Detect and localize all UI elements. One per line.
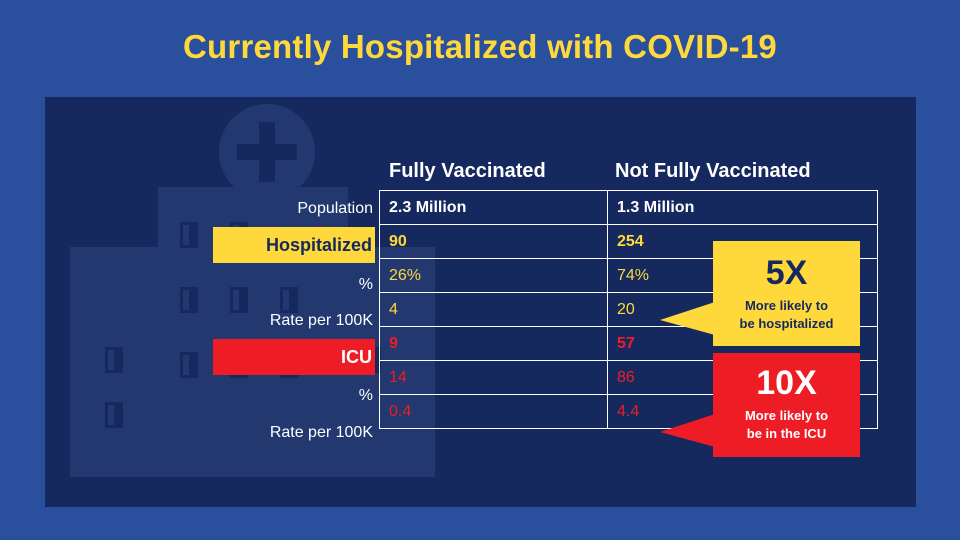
page-title: Currently Hospitalized with COVID-19: [183, 28, 777, 65]
row-label-population: Population: [297, 200, 373, 217]
callout-icu: 10X More likely to be in the ICU: [713, 353, 860, 457]
callout-hospitalized: 5X More likely to be hospitalized: [713, 241, 860, 346]
row-label-hospitalized-percent: %: [358, 276, 373, 293]
table-row: 2.3 Million 1.3 Million: [379, 190, 878, 225]
callout-hospitalized-text-line1: More likely to: [744, 298, 829, 313]
callout-icu-text-line1: More likely to: [744, 408, 829, 423]
cell-population-fully: 2.3 Million: [379, 190, 608, 225]
row-label-icu: ICU: [213, 339, 375, 375]
row-label-hospitalized-rate: Rate per 100K: [269, 312, 373, 329]
cell-icu-rate-fully: 0.4: [379, 394, 608, 429]
cell-hospitalized-fully: 90: [379, 224, 608, 259]
column-header-fully-vaccinated: Fully Vaccinated: [389, 160, 546, 182]
cell-population-not-fully: 1.3 Million: [607, 190, 878, 225]
row-label-icu-percent: %: [358, 387, 373, 404]
callout-icu-multiplier: 10X: [756, 364, 817, 402]
callout-pointer-icu: [660, 414, 715, 447]
callout-hospitalized-multiplier: 5X: [765, 254, 808, 292]
cell-icu-fully: 9: [379, 326, 608, 361]
cell-hospitalized-rate-fully: 4: [379, 292, 608, 327]
callout-icu-text-line2: be in the ICU: [746, 426, 827, 441]
row-label-hospitalized: Hospitalized: [213, 227, 375, 263]
row-label-icu-rate: Rate per 100K: [269, 424, 373, 441]
column-header-not-fully-vaccinated: Not Fully Vaccinated: [615, 160, 811, 182]
callout-hospitalized-text-line2: be hospitalized: [739, 316, 834, 331]
callout-pointer-hospitalized: [660, 302, 715, 335]
cell-icu-percent-fully: 14: [379, 360, 608, 395]
cell-hospitalized-percent-fully: 26%: [379, 258, 608, 293]
